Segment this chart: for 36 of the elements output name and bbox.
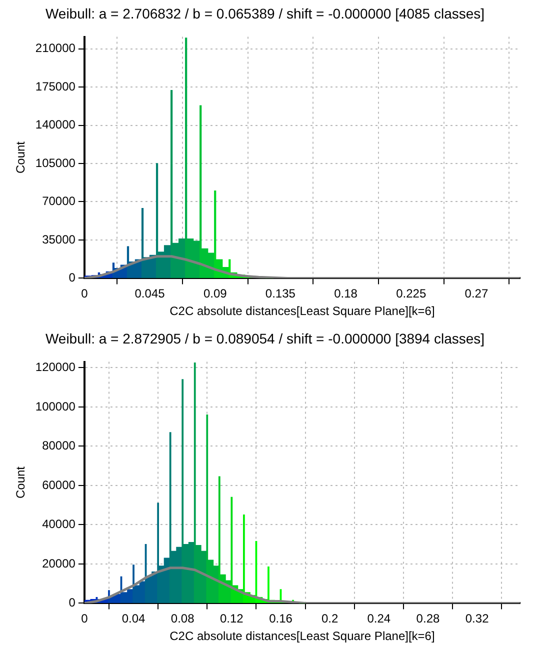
x-tick-label: 0.16: [269, 612, 293, 626]
y-tick-label: 20000: [42, 556, 76, 570]
x-tick-label: 0: [81, 612, 88, 626]
y-tick-label: 0: [68, 270, 76, 285]
x-tick-label: 0.08: [170, 612, 195, 626]
x-tick-label: 0.09: [203, 286, 228, 301]
y-axis-title: Count: [14, 140, 28, 174]
y-tick-label: 120000: [35, 360, 76, 374]
x-tick-label: 0.04: [122, 612, 146, 626]
y-tick-label: 35000: [42, 232, 76, 246]
x-axis-title: C2C absolute distances[Least Square Plane][k=6]: [170, 629, 435, 644]
chart-title: Weibull: a = 2.872905 / b = 0.089054 / shift = -0.000000 [3894 classes]: [45, 330, 485, 346]
x-tick-label: 0.28: [416, 612, 440, 626]
y-tick-label: 80000: [42, 438, 76, 453]
x-tick-label: 0.27: [464, 286, 488, 301]
x-tick-label: 0.2: [321, 612, 338, 626]
y-tick-label: 210000: [35, 41, 76, 56]
x-tick-label: 0: [81, 286, 88, 301]
x-tick-label: 0.045: [134, 286, 166, 301]
y-tick-label: 60000: [42, 478, 76, 492]
y-tick-label: 100000: [35, 399, 76, 414]
x-tick-label: 0.24: [367, 612, 391, 626]
x-tick-label: 0.225: [396, 286, 426, 301]
chart-title: Weibull: a = 2.706832 / b = 0.065389 / shift = -0.000000 [4085 classes]: [45, 5, 485, 22]
y-tick-label: 70000: [42, 194, 76, 208]
y-tick-label: 40000: [42, 517, 76, 532]
x-axis-title: C2C absolute distances[Least Square Plane][k=6]: [170, 304, 435, 318]
y-tick-label: 175000: [35, 79, 76, 94]
y-tick-label: 105000: [35, 156, 76, 170]
y-tick-label: 0: [68, 596, 76, 610]
y-axis-title: Count: [14, 466, 28, 499]
x-tick-label: 0.32: [465, 612, 490, 626]
y-tick-label: 140000: [35, 118, 76, 132]
x-tick-label: 0.135: [265, 286, 296, 301]
x-tick-label: 0.18: [334, 286, 358, 301]
x-tick-label: 0.12: [220, 612, 244, 626]
